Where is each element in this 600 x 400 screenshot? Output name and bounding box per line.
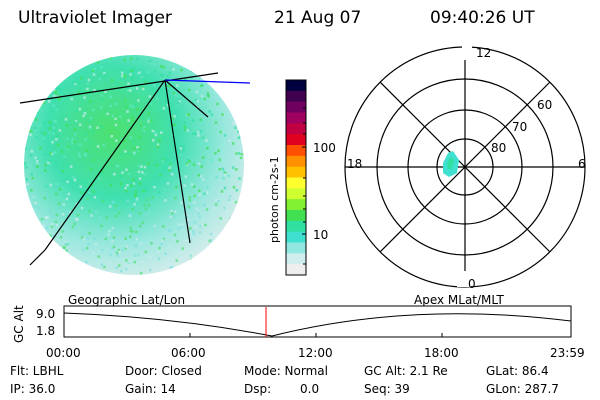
colorbar-label: photon cm-2s-1 — [268, 156, 281, 243]
earth-disk-image — [19, 55, 251, 275]
time-label: 09:40:26 UT — [430, 8, 535, 28]
lat-lon-grid — [19, 72, 219, 266]
date-label: 21 Aug 07 — [274, 8, 362, 28]
polar-plot — [344, 46, 586, 288]
timeline-xtick-4: 23:59 — [550, 346, 585, 360]
colorbar-tick-100: 100 — [313, 141, 336, 155]
polar-label-bottom: 0 — [468, 277, 476, 291]
info-gain: Gain: 14 — [125, 382, 176, 396]
info-door: Door: Closed — [125, 364, 202, 378]
polar-lat-80: 80 — [491, 141, 507, 155]
info-dsp-value: 0.0 — [300, 382, 320, 396]
info-ip: IP: 36.0 — [10, 382, 56, 396]
imager-title: Ultraviolet Imager — [18, 8, 172, 28]
altitude-timeline — [63, 305, 572, 338]
info-glat: GLat: 86.4 — [486, 364, 549, 378]
timeline-left-title: Geographic Lat/Lon — [68, 293, 186, 307]
altitude-curve — [63, 312, 572, 337]
colorbar-tick-10: 10 — [313, 228, 329, 242]
timeline-xtick-3: 18:00 — [424, 346, 459, 360]
timeline-xtick-2: 12:00 — [298, 346, 333, 360]
info-filter: Flt: LBHL — [10, 364, 64, 378]
terminator-line — [164, 79, 251, 84]
timeline-ytick-top: 9.0 — [36, 307, 56, 321]
info-seq: Seq: 39 — [364, 382, 410, 396]
polar-label-left: 18 — [347, 157, 363, 171]
polar-lat-60: 60 — [537, 98, 553, 112]
colorbar: photon cm-2s-1 — [268, 79, 307, 276]
timeline-ytick-bottom: 1.8 — [36, 324, 56, 338]
timeline-ylabel: GC Alt — [12, 305, 26, 343]
info-gc-alt: GC Alt: 2.1 Re — [364, 364, 448, 378]
polar-label-right: 6 — [578, 157, 586, 171]
timeline-right-title: Apex MLat/MLT — [414, 293, 504, 307]
polar-label-top: 12 — [476, 46, 492, 60]
info-dsp-label: Dsp: — [244, 382, 272, 396]
info-glon: GLon: 287.7 — [486, 382, 559, 396]
polar-lat-70: 70 — [512, 120, 528, 134]
timeline-xtick-1: 06:00 — [171, 346, 206, 360]
info-mode: Mode: Normal — [244, 364, 328, 378]
timeline-xtick-0: 00:00 — [46, 346, 81, 360]
